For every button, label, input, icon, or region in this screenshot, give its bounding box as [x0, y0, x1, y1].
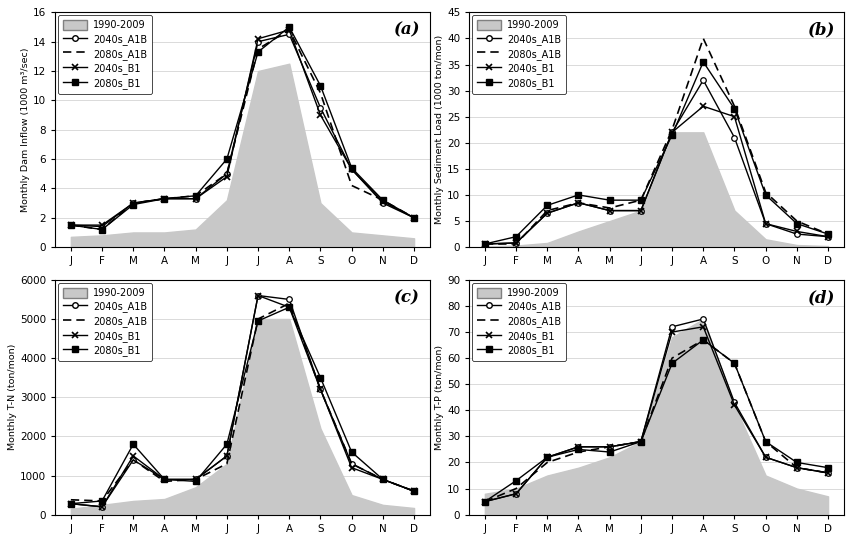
- Y-axis label: Monthly T-P (ton/mon): Monthly T-P (ton/mon): [435, 345, 445, 450]
- Y-axis label: Monthly Dam Inflow (1000 m³/sec): Monthly Dam Inflow (1000 m³/sec): [21, 48, 30, 212]
- Legend: 1990-2009, 2040s_A1B, 2080s_A1B, 2040s_B1, 2080s_B1: 1990-2009, 2040s_A1B, 2080s_A1B, 2040s_B…: [58, 15, 153, 94]
- Legend: 1990-2009, 2040s_A1B, 2080s_A1B, 2040s_B1, 2080s_B1: 1990-2009, 2040s_A1B, 2080s_A1B, 2040s_B…: [58, 283, 153, 361]
- Legend: 1990-2009, 2040s_A1B, 2080s_A1B, 2040s_B1, 2080s_B1: 1990-2009, 2040s_A1B, 2080s_A1B, 2040s_B…: [472, 283, 567, 361]
- Text: (c): (c): [394, 289, 420, 306]
- Y-axis label: Monthly T-N (ton/mon): Monthly T-N (ton/mon): [9, 344, 17, 450]
- Text: (b): (b): [808, 22, 835, 38]
- Legend: 1990-2009, 2040s_A1B, 2080s_A1B, 2040s_B1, 2080s_B1: 1990-2009, 2040s_A1B, 2080s_A1B, 2040s_B…: [472, 15, 567, 94]
- Text: (d): (d): [808, 289, 835, 306]
- Text: (a): (a): [394, 22, 420, 38]
- Y-axis label: Monthly Sediment Load (1000 ton/mon): Monthly Sediment Load (1000 ton/mon): [435, 35, 444, 224]
